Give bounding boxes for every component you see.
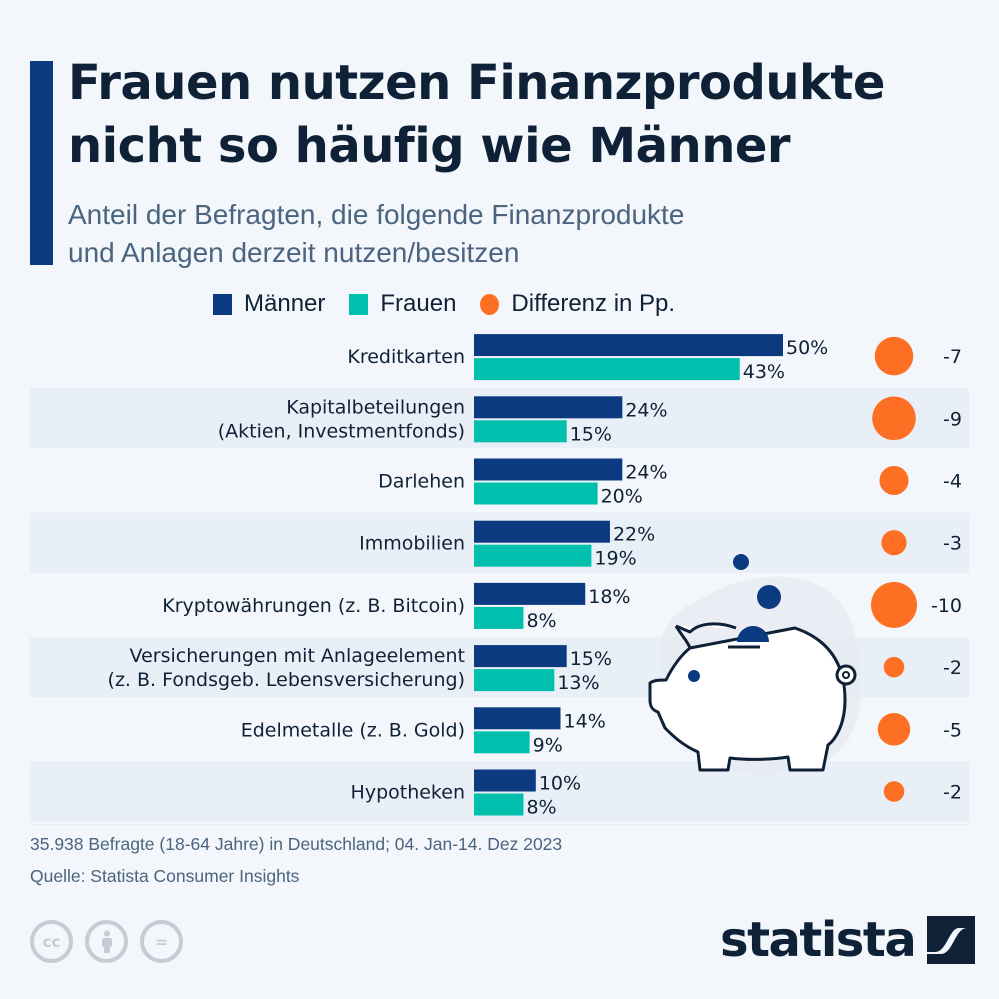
footer-source: Quelle: Statista Consumer Insights (30, 866, 300, 886)
title-accent-bar (30, 61, 53, 265)
value-label-frauen: 19% (594, 548, 636, 570)
difference-label: -3 (943, 533, 962, 555)
legend: Männer Frauen Differenz in Pp. (213, 290, 699, 318)
value-label-frauen: 8% (526, 610, 556, 632)
difference-bubble (872, 396, 916, 441)
difference-label: -9 (943, 408, 962, 430)
bar-frauen (474, 420, 567, 443)
coin-icon (728, 554, 781, 649)
value-label-maenner: 22% (613, 524, 655, 546)
value-label-maenner: 14% (564, 710, 606, 732)
difference-bubble (883, 656, 905, 678)
bar-maenner (474, 396, 623, 419)
difference-bubble (883, 781, 905, 802)
piggy-bank-icon (648, 576, 862, 775)
cc-icon: cc (30, 920, 73, 963)
attribution-icon (85, 920, 128, 963)
value-label-maenner: 10% (539, 773, 581, 795)
bar-maenner (474, 645, 567, 668)
value-label-maenner: 24% (625, 462, 667, 484)
category-label: Versicherungen mit Anlageelement (z. B. F… (108, 645, 465, 691)
difference-bubble (881, 530, 907, 556)
bar-frauen (474, 544, 592, 567)
legend-swatch-frauen (349, 293, 369, 315)
category-label: Immobilien (359, 533, 465, 555)
bar-frauen (474, 358, 740, 381)
bar-frauen (474, 606, 524, 629)
category-label: Kapitalbeteilungen (Aktien, Investmentfon… (218, 396, 465, 442)
footer-note: 35.938 Befragte (18-64 Jahre) in Deutsch… (30, 834, 563, 854)
value-label-frauen: 9% (533, 734, 563, 756)
category-label: Darlehen (378, 471, 465, 493)
value-label-maenner: 50% (786, 337, 828, 359)
value-label-frauen: 15% (570, 423, 612, 445)
difference-label: -7 (943, 346, 962, 368)
bar-maenner (474, 582, 586, 605)
difference-bubble (877, 713, 911, 746)
difference-label: -2 (943, 782, 962, 804)
statista-logo-icon (927, 916, 976, 964)
chart-subtitle: Anteil der Befragten, die folgende Finan… (68, 196, 684, 272)
subtitle-line-1: Anteil der Befragten, die folgende Finan… (68, 199, 685, 230)
statista-wordmark: statista (720, 912, 917, 968)
difference-label: -2 (943, 657, 962, 679)
category-label: Edelmetalle (z. B. Gold) (241, 719, 465, 741)
bar-maenner (474, 334, 783, 357)
category-label-line: Kapitalbeteilungen (286, 396, 465, 418)
difference-bubble (879, 465, 909, 496)
legend-swatch-maenner (213, 293, 232, 315)
category-label: Kryptowährungen (z. B. Bitcoin) (162, 595, 465, 617)
no-derivatives-icon: = (140, 920, 183, 963)
category-label-line: (Aktien, Investmentfonds) (218, 420, 465, 442)
category-label-line: Versicherungen mit Anlageelement (130, 645, 465, 667)
chart-title: Frauen nutzen Finanzprodukte nicht so häu… (68, 52, 885, 178)
value-label-frauen: 8% (526, 797, 556, 819)
statista-logo[interactable]: statista (720, 912, 976, 968)
category-label: Hypotheken (351, 782, 465, 804)
bar-maenner (474, 769, 536, 792)
bar-maenner (474, 520, 610, 543)
chart-marks: Kreditkarten 50%43% -7 Kapitalbeteilungen (A… (30, 334, 969, 826)
difference-label: -4 (943, 471, 962, 493)
value-label-maenner: 24% (625, 399, 667, 421)
title-line-1: Frauen nutzen Finanzprodukte (68, 55, 885, 111)
bar-frauen (474, 482, 598, 505)
legend-dot-differenz (480, 293, 500, 315)
value-label-maenner: 18% (588, 586, 630, 608)
value-label-frauen: 13% (557, 672, 599, 694)
difference-label: -5 (943, 719, 962, 741)
legend-item-differenz: Differenz in Pp. (480, 290, 675, 318)
value-label-frauen: 20% (601, 486, 643, 508)
bar-frauen (474, 793, 524, 816)
bar-maenner (474, 458, 623, 481)
bar-frauen (474, 731, 530, 754)
subtitle-line-2: und Anlagen derzeit nutzen/besitzen (68, 237, 520, 268)
bar-maenner (474, 707, 561, 730)
legend-item-maenner: Männer (213, 290, 325, 318)
legend-item-frauen: Frauen (349, 290, 456, 318)
value-label-frauen: 43% (743, 361, 785, 383)
difference-bubble (871, 581, 917, 628)
legend-label-frauen: Frauen (380, 290, 457, 317)
license-icons: cc = (30, 920, 195, 963)
value-label-maenner: 15% (570, 648, 612, 670)
bar-frauen (474, 669, 555, 692)
difference-label: -10 (931, 595, 962, 617)
legend-label-maenner: Männer (244, 290, 326, 317)
category-label: Kreditkarten (347, 346, 465, 368)
difference-bubble (874, 336, 914, 376)
category-label-line: (z. B. Fondsgeb. Lebensversicherung) (108, 669, 465, 691)
legend-label-differenz: Differenz in Pp. (511, 290, 676, 317)
title-line-2: nicht so häufig wie Männer (68, 118, 791, 174)
